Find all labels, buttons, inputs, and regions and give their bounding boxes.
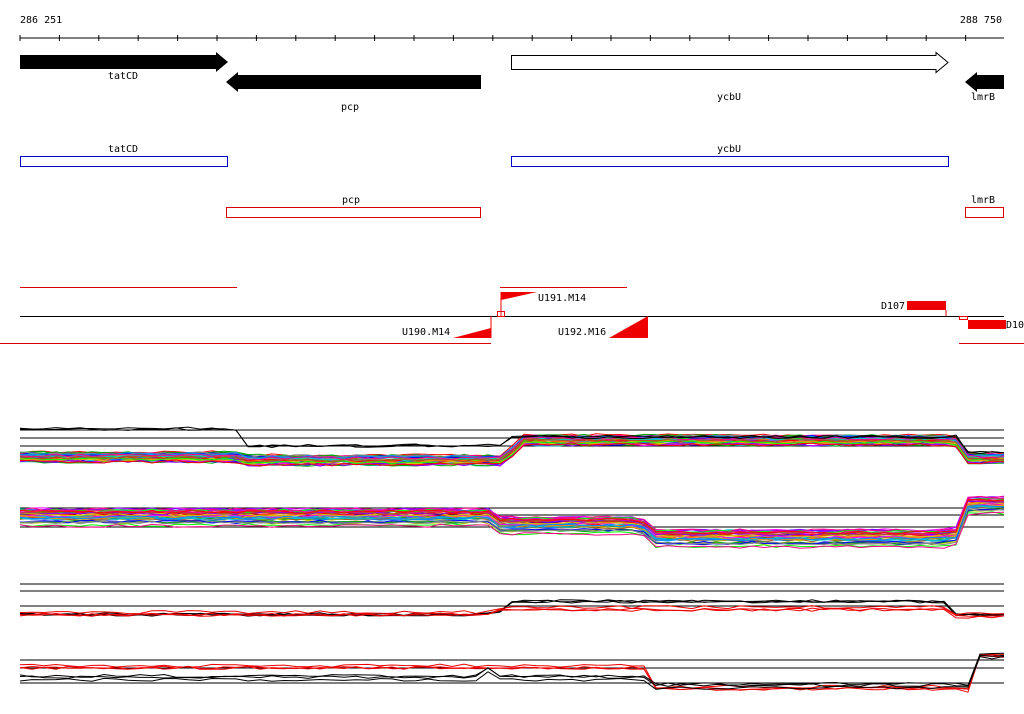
feature-label: U191.M14 bbox=[538, 293, 586, 304]
feature-mark bbox=[959, 316, 968, 320]
feature-label: D10 bbox=[1006, 320, 1024, 331]
expression-tracks bbox=[19, 426, 1005, 693]
transcript-box bbox=[226, 207, 481, 218]
gene-label: pcp bbox=[341, 102, 359, 113]
gene-label: ycbU bbox=[717, 92, 741, 103]
ruler-start: 286 251 bbox=[20, 15, 62, 26]
expression-line bbox=[19, 654, 1005, 688]
feature-mark bbox=[497, 311, 505, 317]
transcript-label: ycbU bbox=[717, 144, 741, 155]
transcript-label: lmrB bbox=[971, 195, 995, 206]
feature-box bbox=[968, 320, 1006, 329]
transcript-box bbox=[511, 156, 949, 167]
expression-line bbox=[19, 426, 1005, 454]
expression-line bbox=[19, 438, 1005, 463]
expression-line bbox=[19, 655, 1005, 691]
transcript-label: tatCD bbox=[108, 144, 138, 155]
feature-label: D107 bbox=[881, 301, 905, 312]
ruler-end: 288 750 bbox=[960, 15, 1002, 26]
expression-line bbox=[20, 498, 1005, 536]
expression-line bbox=[19, 607, 1005, 619]
transcript-box bbox=[20, 156, 228, 167]
gene-arrow bbox=[20, 52, 228, 72]
expression-line bbox=[19, 436, 1005, 461]
expression-line bbox=[19, 605, 1005, 616]
gene-arrow bbox=[511, 51, 949, 74]
expression-line bbox=[19, 655, 1005, 690]
expression-line bbox=[19, 653, 1005, 690]
feature-label: U192.M16 bbox=[558, 327, 606, 338]
feature-flag bbox=[501, 292, 537, 300]
expression-line bbox=[19, 508, 1005, 546]
expression-line bbox=[19, 440, 1005, 465]
expression-line bbox=[19, 511, 1005, 549]
transcript-box bbox=[965, 207, 1004, 218]
expression-line bbox=[19, 495, 1005, 533]
ruler-ticks bbox=[19, 35, 967, 41]
gene-label: tatCD bbox=[108, 71, 138, 82]
feature-box bbox=[907, 301, 946, 310]
feature-flag bbox=[609, 316, 648, 338]
transcript-label: pcp bbox=[342, 195, 360, 206]
expression-line bbox=[19, 498, 1005, 535]
gene-label: lmrB bbox=[971, 92, 995, 103]
gene-arrow bbox=[965, 72, 1004, 92]
gene-arrow bbox=[226, 72, 481, 92]
expression-line bbox=[19, 442, 1005, 467]
expression-line bbox=[19, 504, 1005, 541]
feature-flag bbox=[453, 328, 491, 338]
feature-label: U190.M14 bbox=[402, 327, 450, 338]
